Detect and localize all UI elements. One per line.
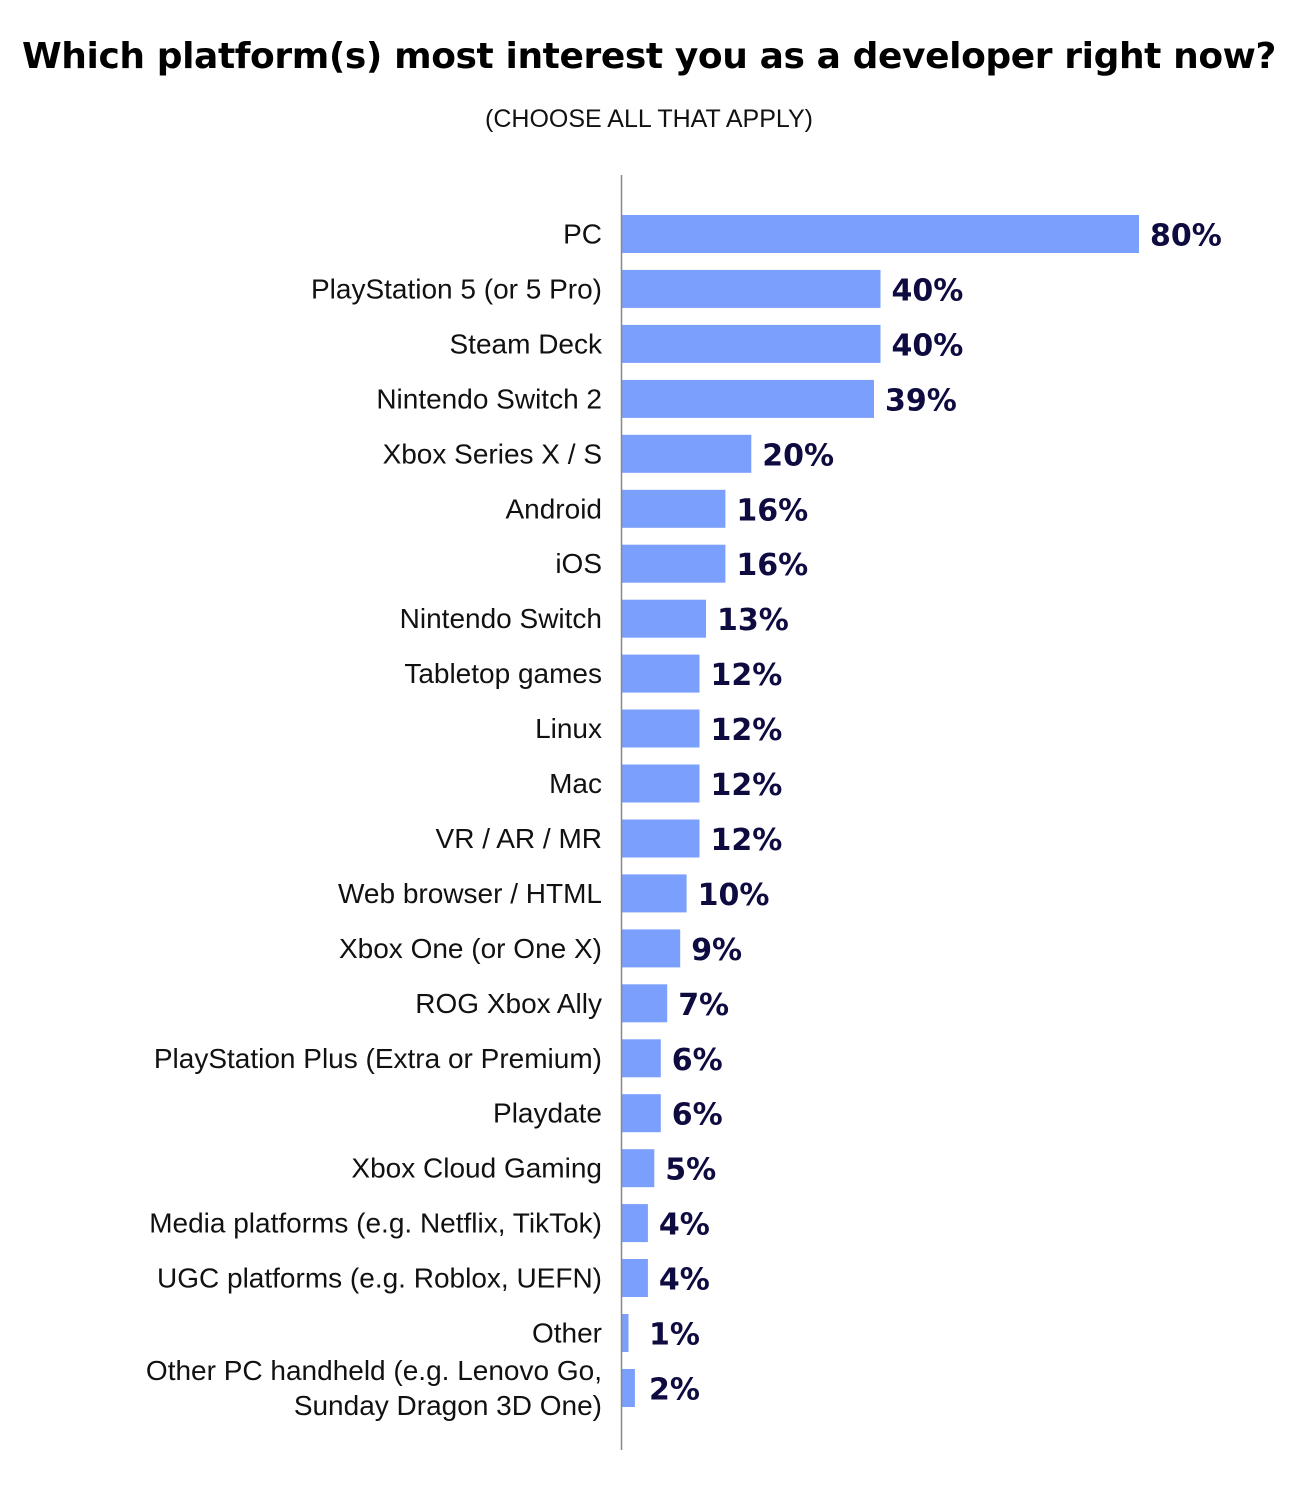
category-label-line: Xbox Cloud Gaming — [351, 1153, 602, 1184]
bars-layer — [622, 215, 1139, 1407]
value-label: 16% — [736, 493, 808, 528]
category-label: PlayStation Plus (Extra or Premium) — [154, 1043, 602, 1074]
bar — [622, 434, 752, 473]
category-label: VR / AR / MR — [436, 823, 602, 854]
category-label: Xbox Cloud Gaming — [351, 1153, 602, 1184]
category-label-line: Nintendo Switch 2 — [376, 383, 602, 414]
category-label: Xbox Series X / S — [383, 438, 602, 469]
category-label-line: iOS — [555, 548, 602, 579]
category-label-line: Web browser / HTML — [338, 878, 602, 909]
category-label: Other — [532, 1318, 602, 1349]
category-label: PlayStation 5 (or 5 Pro) — [311, 273, 602, 304]
category-label-line: Playdate — [493, 1098, 602, 1129]
category-label-line: Nintendo Switch — [400, 603, 602, 634]
value-label: 13% — [717, 603, 789, 638]
value-label: 5% — [665, 1153, 716, 1188]
bar — [622, 1039, 661, 1078]
bar — [622, 929, 681, 968]
bar — [622, 379, 874, 418]
bar — [622, 1369, 635, 1407]
value-label: 12% — [711, 658, 783, 693]
category-label-line: Steam Deck — [450, 328, 603, 359]
value-label: 39% — [885, 383, 957, 418]
category-label-line: PlayStation Plus (Extra or Premium) — [154, 1043, 602, 1074]
bar — [622, 215, 1139, 253]
category-label-line: Xbox Series X / S — [383, 438, 602, 469]
category-label-line: UGC platforms (e.g. Roblox, UEFN) — [157, 1263, 602, 1294]
category-label: iOS — [555, 548, 602, 579]
category-label-line: PC — [563, 219, 602, 250]
bar — [622, 819, 700, 858]
category-label: ROG Xbox Ally — [415, 988, 602, 1019]
value-label: 10% — [698, 878, 770, 913]
category-label-line: PlayStation 5 (or 5 Pro) — [311, 273, 602, 304]
category-label-line: Xbox One (or One X) — [339, 933, 602, 964]
value-labels: 80% 40% 40% 39% 20% 16% 16% 13% 12% 12% 12% 12% 10% 9… — [649, 219, 1222, 1408]
bar — [622, 1094, 661, 1133]
category-label-line: Other PC handheld (e.g. Lenovo Go, — [146, 1355, 602, 1386]
chart-subtitle: (CHOOSE ALL THAT APPLY) — [485, 105, 813, 133]
category-label: Playdate — [493, 1098, 602, 1129]
value-label: 16% — [736, 548, 808, 583]
value-label: 7% — [678, 988, 729, 1023]
value-label: 6% — [672, 1043, 723, 1078]
category-label-line: Android — [505, 493, 602, 524]
bar — [622, 1204, 648, 1243]
chart-title: Which platform(s) most interest you as a… — [21, 36, 1277, 77]
bar — [622, 874, 687, 913]
value-label: 40% — [892, 328, 964, 363]
category-label-line: Media platforms (e.g. Netflix, TikTok) — [149, 1208, 602, 1239]
category-labels: PC PlayStation 5 (or 5 Pro) Steam Deck Nint… — [146, 219, 603, 1422]
category-label: Mac — [549, 768, 602, 799]
category-label: Other PC handheld (e.g. Lenovo Go, Sunday… — [146, 1355, 602, 1421]
category-label: Tabletop games — [404, 658, 602, 689]
category-label-line: Mac — [549, 768, 602, 799]
bar — [622, 764, 700, 803]
value-label: 4% — [659, 1263, 710, 1298]
value-label: 12% — [711, 713, 783, 748]
bar — [622, 324, 881, 363]
value-label: 1% — [649, 1318, 700, 1353]
bar — [622, 1259, 648, 1297]
category-label: Nintendo Switch — [400, 603, 602, 634]
category-label-line: Linux — [535, 713, 602, 744]
category-label: Web browser / HTML — [338, 878, 602, 909]
category-label: Linux — [535, 713, 602, 744]
value-label: 20% — [762, 438, 834, 473]
category-label: PC — [563, 219, 602, 250]
value-label: 2% — [649, 1373, 700, 1408]
bar — [622, 1314, 629, 1352]
category-label: Nintendo Switch 2 — [376, 383, 602, 414]
value-label: 12% — [711, 823, 783, 858]
category-label-line: ROG Xbox Ally — [415, 988, 602, 1019]
category-label-line: Tabletop games — [404, 658, 602, 689]
category-label-line: VR / AR / MR — [436, 823, 602, 854]
category-label-line: Other — [532, 1318, 602, 1349]
value-label: 12% — [711, 768, 783, 803]
category-label: Media platforms (e.g. Netflix, TikTok) — [149, 1208, 602, 1239]
value-label: 6% — [672, 1098, 723, 1133]
bar — [622, 269, 881, 308]
bar — [622, 599, 706, 638]
category-label-line: Sunday Dragon 3D One) — [294, 1390, 602, 1421]
bar — [622, 654, 700, 693]
value-label: 80% — [1150, 219, 1222, 254]
category-label: Steam Deck — [450, 328, 603, 359]
value-label: 4% — [659, 1208, 710, 1243]
bar — [622, 489, 726, 528]
bar — [622, 984, 668, 1023]
category-label: UGC platforms (e.g. Roblox, UEFN) — [157, 1263, 602, 1294]
bar — [622, 1149, 655, 1188]
category-label: Android — [505, 493, 602, 524]
category-label: Xbox One (or One X) — [339, 933, 602, 964]
value-label: 9% — [691, 933, 742, 968]
bar — [622, 544, 726, 583]
value-label: 40% — [892, 273, 964, 308]
bar — [622, 709, 700, 748]
